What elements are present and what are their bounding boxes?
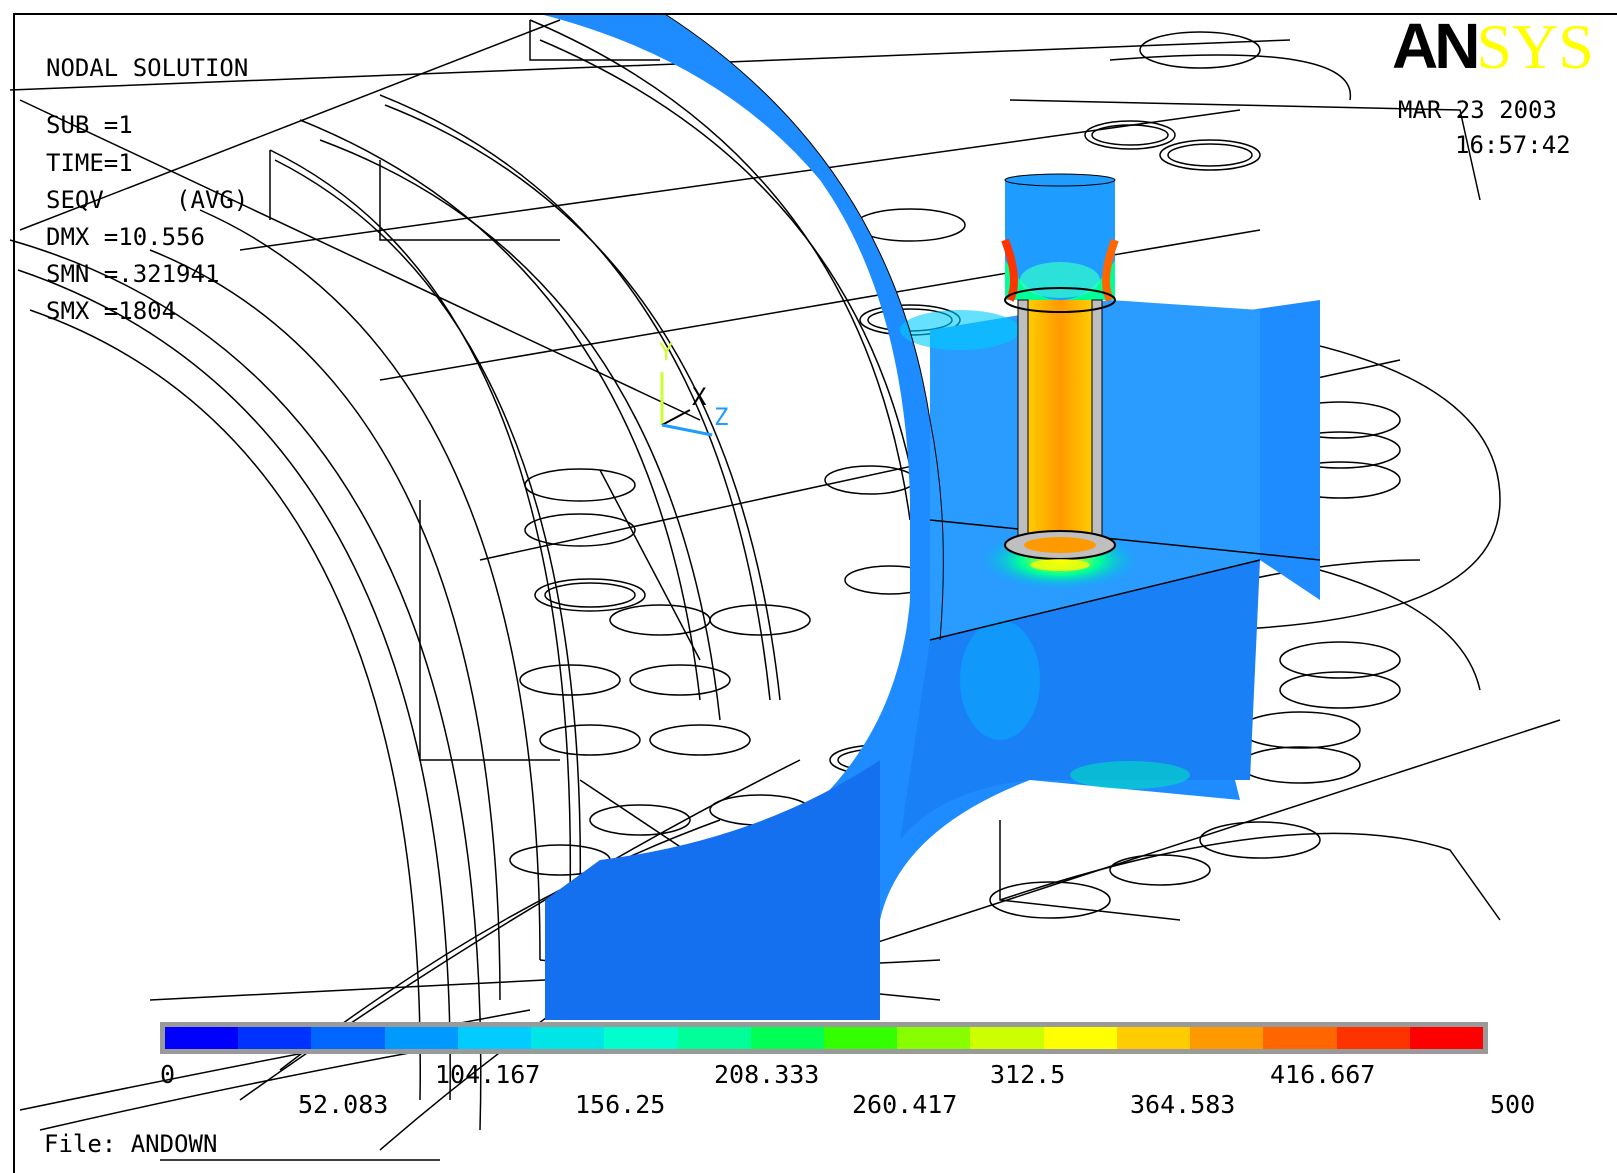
legend-color-segment — [897, 1027, 971, 1049]
legend-tick-label: 52.083 — [298, 1090, 389, 1119]
legend-color-segment — [531, 1027, 605, 1049]
legend-tick-label: 416.667 — [1270, 1060, 1376, 1089]
legend-color-segment — [1190, 1027, 1264, 1049]
legend-color-segment — [311, 1027, 385, 1049]
solution-line-dmx: DMX =10.556 — [46, 223, 205, 251]
triad-x-label: X — [692, 383, 707, 411]
triad-z-label: Z — [714, 403, 729, 431]
solution-line-smx: SMX =1804 — [46, 297, 177, 325]
legend-color-segment — [1409, 1027, 1483, 1049]
solution-line-time: TIME=1 — [46, 149, 133, 177]
time-label: 16:57:42 — [1455, 131, 1571, 159]
solution-line-smn: SMN =.321941 — [46, 260, 220, 288]
legend-color-segment — [1116, 1027, 1191, 1049]
legend-color-segment — [238, 1027, 312, 1049]
stress-contour-bolt — [1001, 173, 1119, 571]
legend-tick-label: 500 — [1490, 1090, 1536, 1119]
legend-color-segment — [457, 1027, 532, 1049]
legend-color-segment — [750, 1027, 824, 1049]
legend-tick-label: 364.583 — [1130, 1090, 1236, 1119]
legend-tick-label: 260.417 — [852, 1090, 958, 1119]
solution-title: NODAL SOLUTION — [46, 54, 249, 82]
contour-legend-bar — [160, 1022, 1488, 1054]
legend-tick-label: 0 — [160, 1060, 176, 1089]
legend-color-segment — [677, 1027, 751, 1049]
solution-line-sub: SUB =1 — [46, 111, 133, 139]
legend-color-segment — [823, 1027, 898, 1049]
legend-tick-label: 312.5 — [990, 1060, 1066, 1089]
legend-color-segment — [604, 1027, 678, 1049]
stress-contour-flange — [540, 13, 1321, 1020]
legend-color-segment — [384, 1027, 458, 1049]
triad-y-label: Y — [659, 338, 674, 366]
file-label: File: ANDOWN — [44, 1130, 218, 1158]
date-label: MAR 23 2003 — [1398, 96, 1557, 124]
solution-line-seqv: SEQV (AVG) — [46, 186, 249, 214]
ansys-logo: ANSYS — [1392, 10, 1594, 82]
legend-color-segment — [1043, 1027, 1117, 1049]
legend-color-segment — [1336, 1027, 1410, 1049]
legend-tick-label: 208.333 — [714, 1060, 820, 1089]
legend-color-segment — [165, 1027, 239, 1049]
legend-tick-label: 156.25 — [575, 1090, 666, 1119]
legend-color-segment — [970, 1027, 1044, 1049]
coordinate-triad — [660, 372, 713, 437]
legend-color-segment — [1263, 1027, 1337, 1049]
legend-tick-label: 104.167 — [435, 1060, 541, 1089]
